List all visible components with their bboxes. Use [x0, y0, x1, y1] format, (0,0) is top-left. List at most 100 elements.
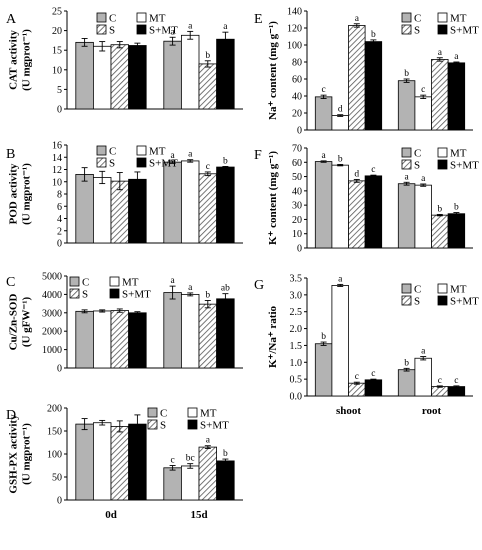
bar-s-0d: [110, 180, 130, 244]
significance-letter: c: [371, 369, 375, 379]
legend-label: C: [414, 13, 421, 25]
y-tick-label: 2: [57, 226, 62, 237]
bar-c-15d: [163, 292, 182, 369]
significance-letter: b: [223, 156, 228, 166]
legend-label: C: [414, 284, 421, 296]
significance-letter: c: [170, 456, 174, 466]
y-tick-label: 3000: [42, 308, 62, 319]
y-axis-label: (U gFW⁻¹): [21, 296, 33, 347]
panel-label: G: [254, 278, 264, 293]
bar-s-shoot: [348, 180, 366, 249]
x-category-label: 0d: [105, 509, 117, 521]
y-axis-label: GSH-PX activity: [8, 414, 20, 494]
panel-label: B: [6, 147, 15, 162]
legend-swatch-splusmt: [437, 159, 448, 170]
significance-letter: a: [206, 436, 211, 446]
legend-swatch-c: [69, 276, 80, 287]
y-axis-label: K⁺/Na⁺ ratio: [267, 305, 279, 368]
y-axis-label: Na⁺ content (mg g⁻¹): [267, 21, 279, 120]
panel-label: C: [6, 275, 15, 290]
significance-letter: a: [421, 347, 426, 357]
y-tick-label: 20: [52, 26, 62, 37]
bar-c-15d: [163, 161, 182, 244]
y-tick-label: 15: [52, 46, 62, 57]
bar-splusmt-15d: [216, 38, 235, 110]
legend-swatch-s: [69, 288, 80, 299]
legend-swatch-mt: [109, 276, 120, 287]
legend-swatch-c: [401, 12, 412, 23]
y-tick-label: 40: [292, 186, 302, 197]
legend-swatch-c: [96, 145, 107, 156]
significance-letter: a: [321, 151, 326, 161]
bar-mt-shoot: [331, 164, 349, 249]
significance-letter: c: [206, 162, 210, 172]
y-axis-label: Cu/Zn-SOD: [8, 294, 20, 351]
panel-c: C 0 1000 2000 3000 4000 5000 Cu/Zn-SOD (U gFW⁻¹)…: [6, 272, 243, 375]
y-tick-label: 0: [297, 126, 302, 137]
bar-s-0d: [110, 310, 130, 369]
x-category-label: 15d: [190, 509, 207, 521]
y-tick-label: 10: [52, 65, 62, 76]
bar-mt-15d: [180, 160, 200, 244]
y-tick-label: 4: [57, 214, 62, 225]
legend-label: S+MT: [450, 25, 479, 37]
legend-label: S+MT: [450, 296, 479, 308]
significance-letter: a: [223, 22, 228, 32]
legend-swatch-mt: [437, 147, 448, 158]
significance-letter: ab: [221, 284, 230, 294]
legend-swatch-s: [401, 159, 412, 170]
significance-letter: a: [438, 48, 443, 58]
y-tick-label: 8: [57, 190, 62, 201]
bar-splusmt-shoot: [364, 41, 383, 131]
legend-label: MT: [149, 13, 166, 25]
legend-label: S: [414, 25, 420, 37]
legend-label: MT: [149, 146, 166, 158]
y-tick-label: 60: [292, 158, 302, 169]
y-tick-label: 200: [47, 404, 62, 415]
y-tick-label: 50: [52, 473, 62, 484]
bar-mt-shoot: [331, 115, 349, 131]
bar-splusmt-shoot: [364, 379, 383, 397]
y-tick-label: 20: [292, 215, 302, 226]
bar-mt-0d: [93, 310, 112, 369]
legend-label: MT: [450, 13, 467, 25]
bar-s-15d: [198, 63, 218, 110]
y-tick-label: 20: [292, 109, 302, 120]
legend-label: S: [414, 160, 420, 172]
bar-c-shoot: [314, 161, 333, 249]
y-tick-label: 2000: [42, 327, 62, 338]
legend-swatch-s: [96, 157, 107, 168]
y-tick-label: 10: [292, 229, 302, 240]
bar-c-0d: [75, 310, 94, 369]
significance-letter: c: [438, 376, 442, 386]
y-axis-label: CAT activity: [8, 30, 20, 90]
bar-splusmt-15d: [216, 460, 235, 501]
significance-letter: a: [188, 150, 193, 160]
legend-swatch-splusmt: [109, 288, 120, 299]
bar-s-root: [431, 386, 449, 397]
y-tick-label: 100: [47, 450, 62, 461]
bar-s-0d: [110, 44, 130, 110]
panel-label: D: [6, 408, 16, 423]
y-tick-label: 40: [292, 92, 302, 103]
panel-label: F: [254, 148, 262, 163]
y-tick-label: 120: [287, 24, 302, 35]
bar-splusmt-root: [447, 62, 466, 131]
bar-mt-15d: [180, 293, 200, 369]
significance-letter: a: [188, 283, 193, 293]
legend-label: S+MT: [122, 289, 151, 301]
x-category-label: root: [422, 405, 442, 417]
legend-swatch-mt: [187, 407, 198, 418]
legend-label: S: [414, 296, 420, 308]
significance-letter: c: [371, 165, 375, 175]
y-tick-label: 70: [292, 144, 302, 155]
y-tick-label: 12: [52, 165, 62, 176]
legend-swatch-s: [401, 24, 412, 35]
y-axis-label: K⁺ content (mg g⁻¹): [267, 151, 279, 245]
legend-label: C: [82, 277, 89, 289]
y-tick-label: 1000: [42, 345, 62, 356]
bar-splusmt-root: [447, 213, 466, 249]
bar-mt-0d: [93, 177, 112, 244]
panel-label: E: [254, 12, 263, 27]
